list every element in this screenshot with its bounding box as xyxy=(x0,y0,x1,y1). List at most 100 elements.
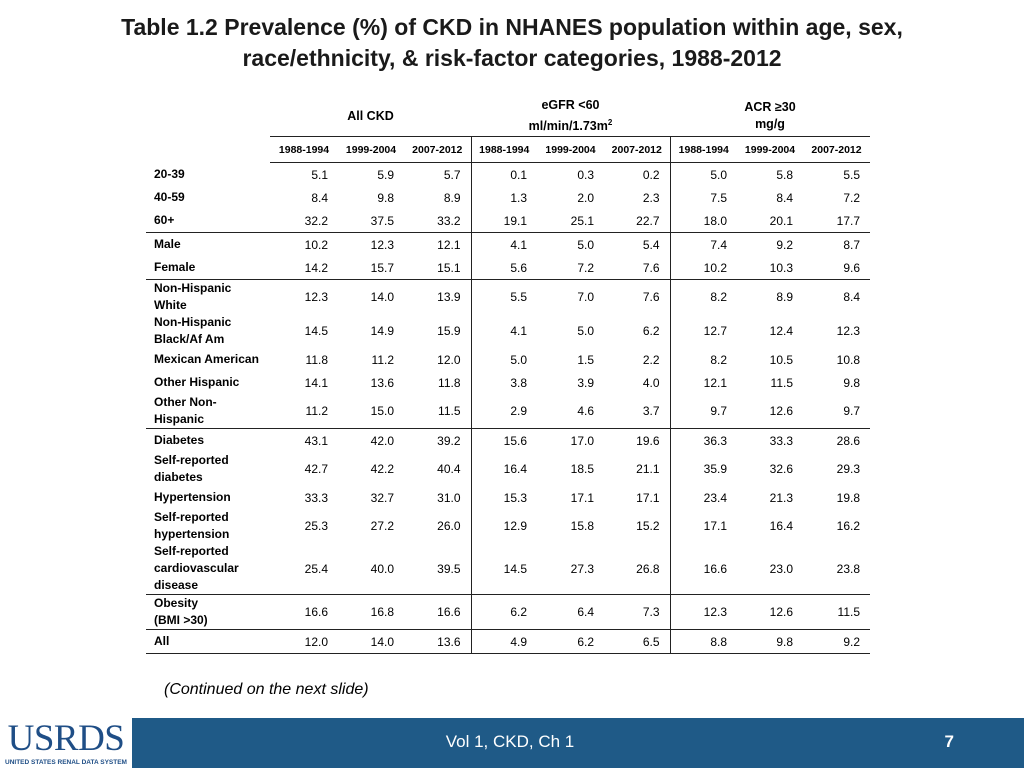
table-cell: 13.6 xyxy=(404,629,471,654)
row-label-line: Diabetes xyxy=(154,433,205,447)
table-row: 20-39 5.1 5.9 5.7 0.1 0.3 0.2 5.0 5.8 5.5 xyxy=(146,162,870,187)
table-cell: 5.9 xyxy=(377,167,394,182)
table-cell: 6.2 xyxy=(642,324,660,338)
table-cell: 14.5 xyxy=(304,324,328,338)
row-label-line: Self-reported xyxy=(154,544,229,558)
title-line-1: Table 1.2 Prevalence (%) of CKD in NHANE… xyxy=(121,14,903,40)
table-cell: 40.4 xyxy=(437,462,461,476)
page-number: 7 xyxy=(944,732,954,751)
row-label: 60+ xyxy=(146,209,270,233)
table-row: Mexican American 11.8 11.2 12.0 5.0 1.5 2.2 8.2… xyxy=(146,348,870,371)
row-label: All xyxy=(146,629,270,654)
year-header: 2007-2012 xyxy=(404,136,471,163)
table-cell: 12.4 xyxy=(769,324,793,338)
row-label: Other Hispanic xyxy=(146,371,270,394)
table-row: Non-Hispanic Black/Af Am 14.5 14.9 15.9 4.1 5.… xyxy=(146,314,870,348)
table-cell: 9.8 xyxy=(843,375,860,390)
table-cell: 16.4 xyxy=(470,452,537,486)
table-cell: 18.5 xyxy=(570,462,594,476)
table-cell: 12.3 xyxy=(338,232,404,256)
table-cell: 0.2 xyxy=(642,167,660,182)
table-cell: 8.7 xyxy=(803,232,870,256)
table-cell: 8.4 xyxy=(776,190,793,205)
table-row: Diabetes 43.1 42.0 39.2 15.6 17.0 19.6 36.3 33.3… xyxy=(146,428,870,452)
year-header: 1988-1994 xyxy=(669,136,737,163)
table-cell: 19.8 xyxy=(836,490,860,505)
year-header: 1999-2004 xyxy=(737,136,803,163)
row-label: Obesity (BMI >30) xyxy=(146,594,270,630)
table-row: Other Hispanic 14.1 13.6 11.8 3.8 3.9 4.0 12.1 1… xyxy=(146,371,870,394)
table-cell: 5.8 xyxy=(776,167,793,182)
table-cell: 15.7 xyxy=(370,260,394,275)
table-cell: 12.6 xyxy=(737,594,803,630)
table-row: All 12.0 14.0 13.6 4.9 6.2 6.5 8.8 9.8 9.2 xyxy=(146,629,870,654)
table-cell: 29.3 xyxy=(836,462,860,476)
table-cell: 33.2 xyxy=(437,213,461,228)
table-cell: 8.2 xyxy=(669,279,737,314)
table-cell: 2.2 xyxy=(642,352,660,367)
table-cell: 15.1 xyxy=(437,260,461,275)
table-cell: 5.6 xyxy=(470,256,537,280)
table-cell: 28.6 xyxy=(803,428,870,452)
table-cell: 11.8 xyxy=(438,375,461,390)
footer-chapter-label: Vol 1, CKD, Ch 1 xyxy=(445,732,575,751)
row-label: Hypertension xyxy=(146,486,270,509)
table-cell: 32.2 xyxy=(304,213,328,228)
row-label-line: Non-Hispanic xyxy=(154,281,232,295)
table-cell: 32.6 xyxy=(769,462,793,476)
table-cell: 9.2 xyxy=(737,232,803,256)
table-row: Female 14.2 15.7 15.1 5.6 7.2 7.6 10.2 10.3 9.6 xyxy=(146,256,870,280)
table-row: Self-reported hypertension 25.3 27.2 26.0 12.… xyxy=(146,509,870,543)
table-cell: 25.4 xyxy=(304,561,328,576)
row-label-line: (BMI >30) xyxy=(154,613,208,627)
table-cell: 5.5 xyxy=(470,279,537,314)
row-label-line: hypertension xyxy=(154,527,230,541)
table-cell: 16.8 xyxy=(338,594,404,630)
row-label: Self-reported hypertension xyxy=(146,509,270,543)
table-cell: 12.0 xyxy=(437,352,461,367)
table-cell: 23.0 xyxy=(769,561,793,576)
table-cell: 37.5 xyxy=(370,213,394,228)
table-cell: 9.7 xyxy=(669,394,737,429)
table-cell: 7.2 xyxy=(843,190,860,205)
table-cell: 16.6 xyxy=(669,543,737,595)
table-row: 40-59 8.4 9.8 8.9 1.3 2.0 2.3 7.5 8.4 7.2 xyxy=(146,186,870,209)
table-cell: 9.6 xyxy=(843,260,860,275)
table-cell: 0.3 xyxy=(577,167,594,182)
table-cell: 15.0 xyxy=(370,404,394,418)
row-label-line: Non-Hispanic xyxy=(154,315,232,329)
row-label-line: diabetes xyxy=(154,470,203,484)
table-cell: 6.4 xyxy=(537,594,604,630)
table-row: 60+ 32.2 37.5 33.2 19.1 25.1 22.7 18.0 20.1 17.7 xyxy=(146,209,870,233)
table-cell: 12.6 xyxy=(769,404,793,418)
group-header-all-ckd: All CKD xyxy=(347,108,394,123)
table-cell: 31.0 xyxy=(437,490,461,505)
table-cell: 11.2 xyxy=(371,352,394,367)
logo-text: USRDS xyxy=(7,718,125,759)
row-label-line: disease xyxy=(154,578,199,592)
table-cell: 43.1 xyxy=(270,428,338,452)
table-cell: 8.8 xyxy=(669,629,737,654)
table-cell: 13.6 xyxy=(370,375,394,390)
table-cell: 15.8 xyxy=(570,519,594,533)
year-header: 2007-2012 xyxy=(803,136,870,163)
table-cell: 11.5 xyxy=(770,375,793,390)
table-cell: 32.7 xyxy=(370,490,394,505)
table-cell: 4.6 xyxy=(577,404,594,418)
row-label: 40-59 xyxy=(146,186,270,209)
table-cell: 17.0 xyxy=(537,428,604,452)
table-cell: 39.2 xyxy=(404,428,471,452)
table-cell: 5.1 xyxy=(311,167,328,182)
table-cell: 15.6 xyxy=(470,428,537,452)
row-label-line: White xyxy=(154,298,187,312)
table-row: Hypertension 33.3 32.7 31.0 15.3 17.1 17.1 23.4… xyxy=(146,486,870,509)
table-cell: 12.0 xyxy=(270,629,338,654)
row-label: 20-39 xyxy=(146,163,270,187)
table-cell: 10.3 xyxy=(769,260,793,275)
table-cell: 12.1 xyxy=(669,371,737,394)
row-label-line: Obesity xyxy=(154,596,199,610)
table-cell: 14.2 xyxy=(304,260,328,275)
table-cell: 9.8 xyxy=(377,190,394,205)
row-label-line: Mexican American xyxy=(154,352,259,366)
table-cell: 17.1 xyxy=(570,490,594,505)
